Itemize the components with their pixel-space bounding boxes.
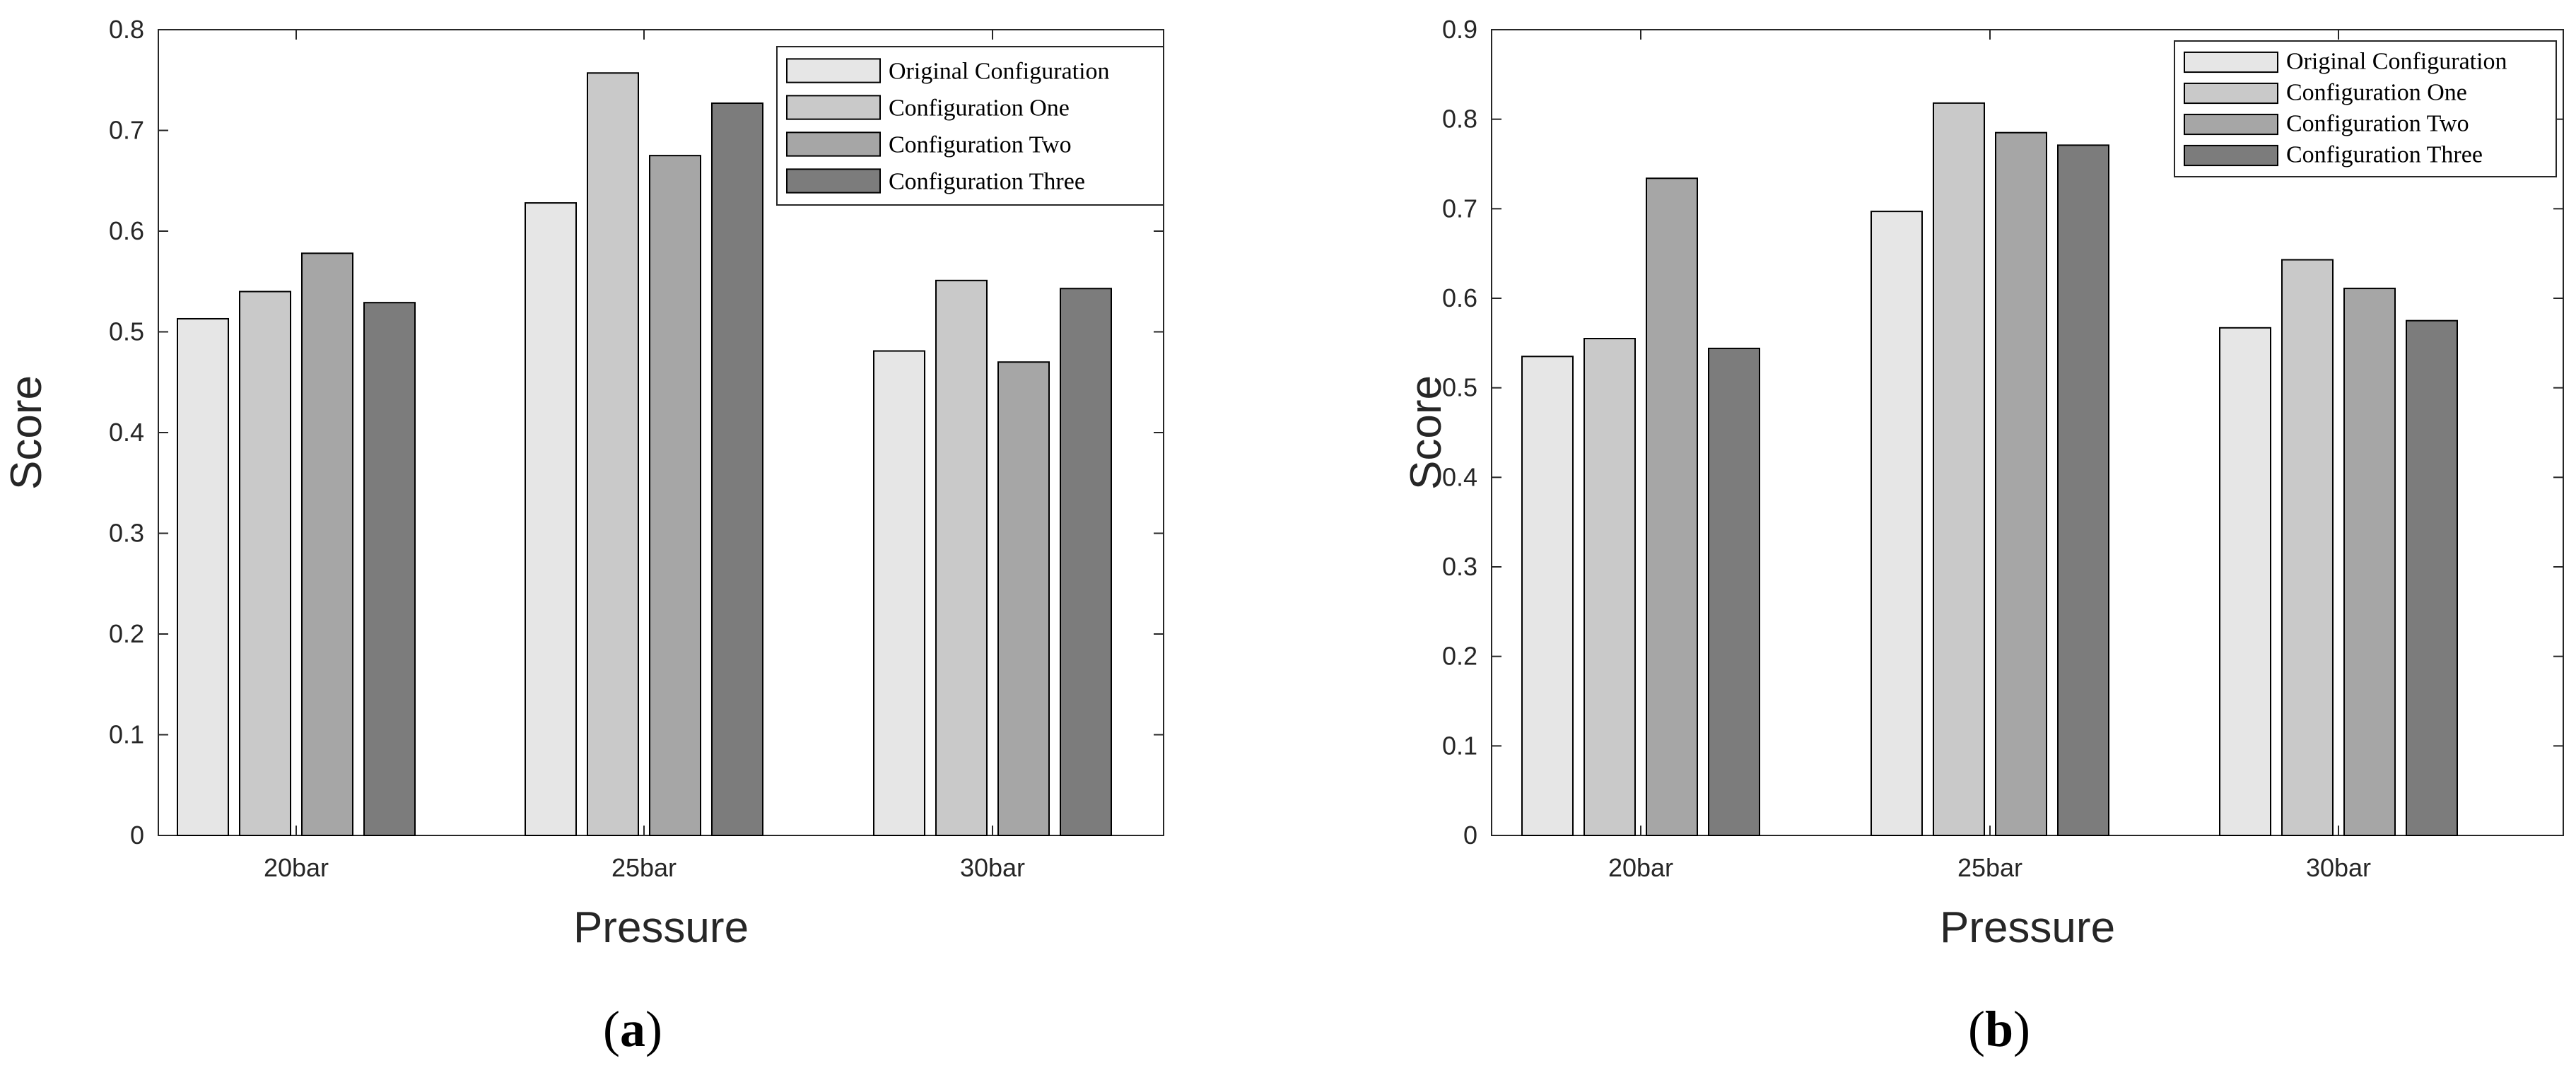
bar xyxy=(239,290,291,836)
chart-panel-b: 0 0.1 0.2 0.3 0.4 0.5 0.6 0.7 0.8 0.9 20bar 25bar 30… xyxy=(1402,15,2564,1057)
x-tick-label: 20bar xyxy=(264,853,329,882)
x-tick-label: 20bar xyxy=(1608,853,1673,882)
bar xyxy=(1521,356,1574,837)
legend-swatch xyxy=(2184,82,2278,105)
y-tick-label: 0.6 xyxy=(109,216,144,245)
legend-swatch xyxy=(786,95,881,120)
panel-label: (b) xyxy=(1968,1001,2030,1057)
legend-label: Original Configuration xyxy=(889,58,1110,84)
y-tick-label: 0.6 xyxy=(1442,283,1477,312)
bar xyxy=(2057,144,2109,836)
bar xyxy=(873,350,925,836)
y-tick-label: 0.8 xyxy=(109,15,144,44)
x-tick-label: 25bar xyxy=(611,853,677,882)
legend-label: Original Configuration xyxy=(2286,49,2507,75)
y-tick-label: 0.1 xyxy=(1442,731,1477,760)
x-axis-title: Pressure xyxy=(1940,903,2115,952)
legend-label: Configuration Three xyxy=(2286,142,2483,168)
y-tick-label: 0.8 xyxy=(1442,105,1477,134)
y-tick-label: 0.7 xyxy=(109,116,144,145)
x-tick-label: 30bar xyxy=(960,853,1025,882)
y-tick-label: 0.2 xyxy=(109,619,144,648)
legend-label: Configuration Two xyxy=(2286,111,2469,137)
y-tick-label: 0.2 xyxy=(1442,642,1477,671)
panel-letter: a xyxy=(620,1001,645,1057)
bar xyxy=(2406,319,2458,836)
bar xyxy=(1995,131,2047,836)
bar xyxy=(525,202,577,837)
y-axis-title: Score xyxy=(2,375,51,490)
x-tick-label: 25bar xyxy=(1957,853,2022,882)
bar xyxy=(301,252,353,837)
legend-swatch xyxy=(2184,144,2278,167)
legend-label: Configuration One xyxy=(889,95,1070,121)
bar xyxy=(997,361,1050,836)
x-tick-label: 30bar xyxy=(2306,853,2371,882)
chart-panel-a: 0 0.1 0.2 0.3 0.4 0.5 0.6 0.7 0.8 20bar 25bar 30bar… xyxy=(2,15,1164,1057)
y-tick-label: 0.3 xyxy=(1442,552,1477,581)
legend-label: Configuration Three xyxy=(889,168,1085,194)
bar xyxy=(649,155,701,836)
legend-swatch xyxy=(786,58,881,83)
legend-swatch xyxy=(2184,51,2278,74)
bar xyxy=(1060,288,1112,837)
y-tick-label: 0.5 xyxy=(109,317,144,346)
y-tick-label: 0.9 xyxy=(1442,15,1477,44)
y-tick-label: 0.5 xyxy=(1442,373,1477,402)
bar xyxy=(1933,102,1985,836)
y-tick-label: 0 xyxy=(130,821,144,850)
bar xyxy=(177,317,229,837)
bar xyxy=(1583,338,1636,836)
y-tick-label: 0 xyxy=(1463,821,1477,850)
bar xyxy=(935,279,988,836)
y-tick-label: 0.7 xyxy=(1442,194,1477,223)
y-tick-label: 0.1 xyxy=(109,720,144,749)
bar xyxy=(2219,327,2271,836)
legend-label: Configuration Two xyxy=(889,131,1072,158)
bar xyxy=(711,102,763,836)
legend-swatch xyxy=(786,131,881,157)
bar xyxy=(2281,259,2334,836)
legend-swatch xyxy=(786,168,881,194)
bar xyxy=(1870,211,1923,836)
x-axis-title: Pressure xyxy=(573,903,749,952)
panel-label: (a) xyxy=(603,1001,662,1057)
panel-letter: b xyxy=(1985,1001,2013,1057)
bar xyxy=(587,72,639,836)
bar xyxy=(1708,347,1760,836)
y-axis-title: Score xyxy=(1402,375,1451,490)
bar xyxy=(1646,177,1698,836)
bar xyxy=(363,302,416,836)
bar xyxy=(2343,288,2396,837)
y-tick-label: 0.4 xyxy=(109,418,144,447)
legend-swatch xyxy=(2184,113,2278,136)
legend-label: Configuration One xyxy=(2286,80,2467,106)
y-tick-label: 0.4 xyxy=(1442,462,1477,491)
y-tick-label: 0.3 xyxy=(109,519,144,548)
